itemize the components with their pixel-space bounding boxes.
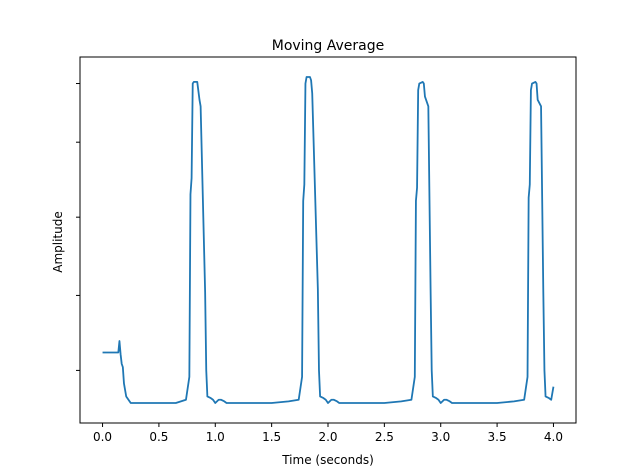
x-tick-label: 0.5 (149, 430, 168, 444)
y-axis-ticks (76, 83, 80, 371)
series-layer (102, 76, 555, 404)
x-tick-label: 2.0 (318, 430, 337, 444)
x-tick-label: 3.5 (488, 430, 507, 444)
x-tick-label: 0.0 (93, 430, 112, 444)
chart-title: Moving Average (272, 38, 385, 54)
x-tick-label: 1.0 (206, 430, 225, 444)
x-tick-label: 1.5 (262, 430, 281, 444)
y-axis-label: Amplitude (51, 211, 65, 273)
series-line (102, 76, 555, 404)
plot-frame (79, 56, 577, 424)
x-tick-label: 3.0 (431, 430, 450, 444)
x-tick-label: 4.0 (544, 430, 563, 444)
x-axis-ticks: 0.0 0.5 1.0 1.5 2.0 2.5 3.0 3.5 4.0 (93, 423, 563, 444)
x-axis-label: Time (seconds) (281, 453, 374, 467)
x-tick-label: 2.5 (375, 430, 394, 444)
